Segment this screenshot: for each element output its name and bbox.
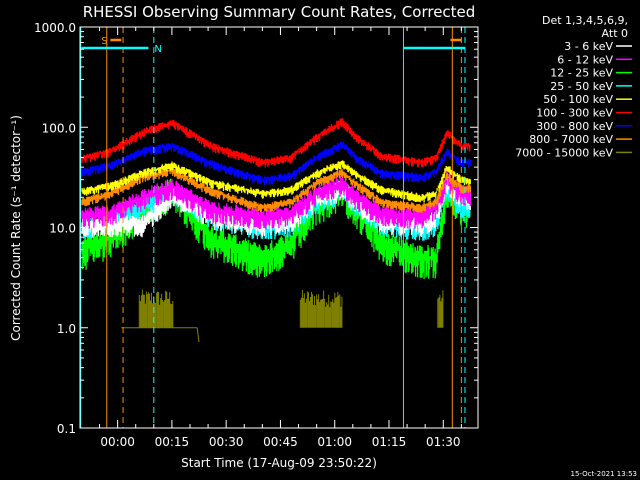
legend-label: 800 - 7000 keV — [529, 133, 613, 146]
y-tick-label: 1000.0 — [34, 21, 76, 35]
y-tick-label: 10.0 — [49, 222, 76, 236]
y-tick-label: 1.0 — [57, 322, 76, 336]
x-tick-label: 00:15 — [155, 435, 190, 449]
series-line-50-100-kev — [81, 160, 471, 203]
y-axis-label: Corrected Count Rate (s⁻¹ detector⁻¹) — [9, 115, 23, 341]
series-bursts-7000-15000-kev — [138, 289, 444, 328]
series-line-300-800-kev — [81, 141, 471, 186]
legend-label: 50 - 100 keV — [543, 93, 613, 106]
legend-label: 6 - 12 keV — [557, 53, 613, 66]
y-tick-label: 0.1 — [57, 422, 76, 436]
y-axis: 0.1 1.0 10.0 100.0 1000.0 — [34, 21, 478, 436]
legend-label: 100 - 300 keV — [536, 107, 613, 120]
x-tick-label: 01:00 — [317, 435, 352, 449]
x-tick-label: 01:30 — [426, 435, 461, 449]
legend-header-line: Att 0 — [602, 27, 628, 40]
legend-header-line: Det 1,3,4,5,6,9, — [542, 14, 628, 27]
legend-label: 300 - 800 keV — [536, 120, 613, 133]
footer-timestamp: 15-Oct-2021 13:53 — [571, 470, 637, 478]
series-line-800-7000-kev — [81, 167, 471, 213]
x-axis-label: Start Time (17-Aug-09 23:50:22) — [181, 456, 377, 470]
legend-label: 3 - 6 keV — [564, 40, 613, 53]
legend-label: 25 - 50 keV — [550, 80, 613, 93]
chart-title: RHESSI Observing Summary Count Rates, Co… — [83, 3, 476, 21]
x-tick-label: 00:30 — [209, 435, 244, 449]
y-tick-label: 100.0 — [42, 121, 76, 135]
state-label-n: N — [154, 44, 161, 55]
state-label-s: S — [101, 36, 107, 47]
x-tick-label: 00:00 — [100, 435, 135, 449]
legend-label: 7000 - 15000 keV — [515, 146, 613, 159]
x-tick-label: 01:15 — [372, 435, 407, 449]
series-line-6-12-kev — [81, 170, 471, 230]
x-axis: 00:00 00:15 00:30 00:45 01:00 01:15 01:30 — [99, 27, 462, 449]
series-line-100-300-kev — [81, 118, 471, 168]
x-tick-label: 00:45 — [263, 435, 298, 449]
legend-label: 12 - 25 keV — [550, 67, 613, 80]
